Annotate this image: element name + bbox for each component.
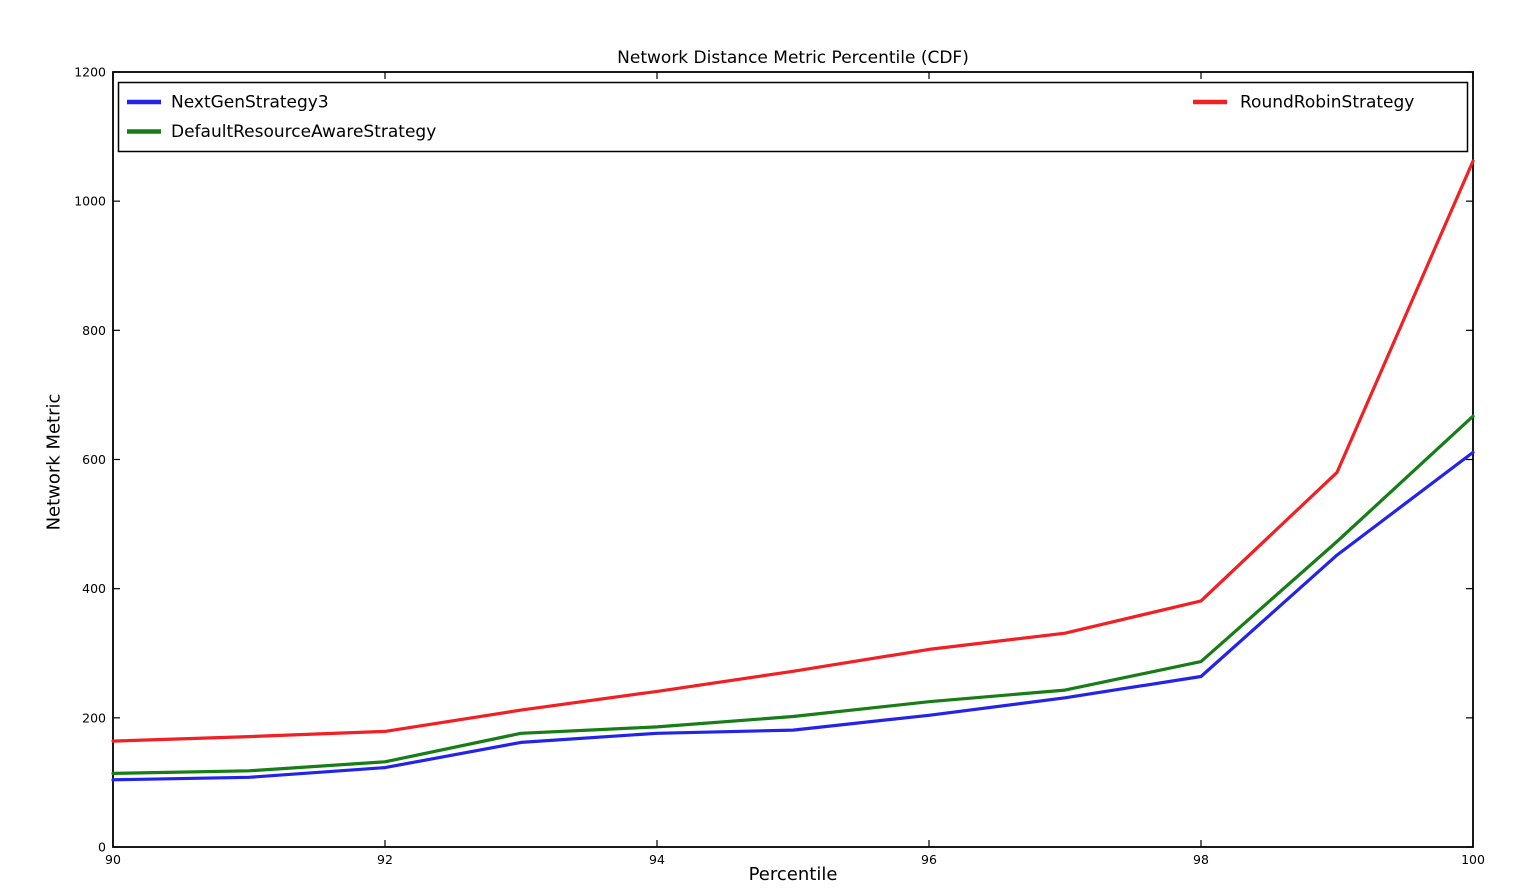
x-tick-label: 100 [1461, 852, 1485, 867]
series-line-NextGenStrategy3 [111, 450, 1475, 782]
chart-title: Network Distance Metric Percentile (CDF) [617, 48, 969, 68]
y-tick-label: 800 [82, 323, 106, 338]
y-tick-label: 1200 [74, 65, 106, 80]
y-tick-label: 400 [82, 581, 106, 596]
x-tick-label: 94 [649, 852, 665, 867]
y-tick-label: 600 [82, 452, 106, 467]
legend-label-DefaultResourceAwareStrategy: DefaultResourceAwareStrategy [171, 122, 436, 142]
y-tick-label: 200 [82, 710, 106, 725]
x-tick-label: 96 [921, 852, 937, 867]
legend-label-RoundRobinStrategy: RoundRobinStrategy [1240, 93, 1414, 113]
y-tick-label: 1000 [74, 194, 106, 209]
legend-label-NextGenStrategy3: NextGenStrategy3 [171, 93, 329, 113]
x-tick-label: 90 [105, 852, 121, 867]
x-tick-label: 98 [1193, 852, 1209, 867]
legend-box [117, 81, 1469, 153]
x-tick-label: 92 [377, 852, 393, 867]
y-tick-label: 0 [98, 840, 106, 855]
series-line-RoundRobinStrategy [111, 159, 1475, 743]
x-axis-label: Percentile [748, 864, 838, 885]
series-line-DefaultResourceAwareStrategy [111, 414, 1475, 775]
